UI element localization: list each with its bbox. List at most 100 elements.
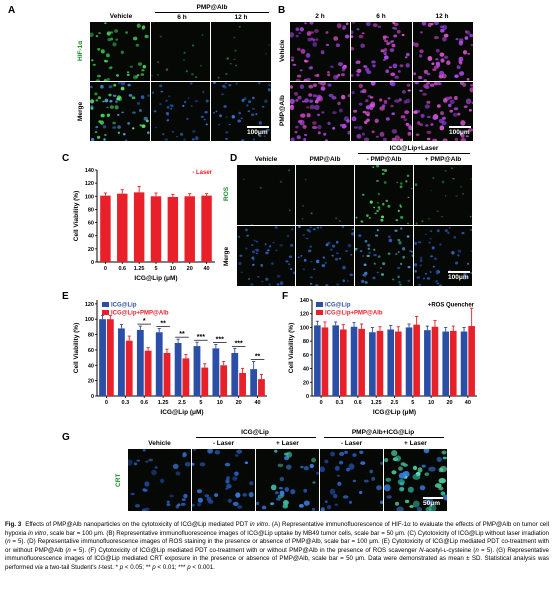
- bar-icglippmpalb-3: [163, 352, 171, 396]
- y-axis-label: Cell Viability (%): [288, 323, 295, 373]
- bar-icglip-8: [250, 369, 258, 396]
- panel-g-header-icg-minus: - Laser: [212, 440, 235, 447]
- panel-b-row-label-pmp: PMP@Alb: [279, 95, 286, 127]
- bar-icglip-3: [369, 332, 376, 396]
- bar-icglippmpalb-6: [220, 365, 228, 396]
- panel-b-tile-r2-c3: [412, 82, 473, 141]
- panel-b-header-6h: 6 h: [376, 13, 386, 20]
- panel-d-group-line: [358, 153, 470, 154]
- bar-icglippmpalb-0: [106, 319, 114, 396]
- bar-icglippmpalb-1: [340, 329, 347, 396]
- bar-icglip-0: [99, 319, 106, 396]
- legend-swatch-0: [102, 302, 109, 307]
- panel-a-header-vehicle: Vehicle: [109, 13, 133, 20]
- panel-d-tile-r1-c3: [355, 165, 413, 225]
- panel-d-tile-r2-c2: [296, 226, 354, 286]
- panel-b-tile-r1-c3: [412, 22, 473, 81]
- y-tick-label: 120: [85, 181, 94, 187]
- y-tick-label: 80: [88, 333, 94, 339]
- panel-label-a: A: [8, 5, 16, 16]
- legend-label-0: ICG@Lip: [325, 303, 351, 309]
- x-tick-label: 1.25: [371, 400, 382, 406]
- y-tick-label: 80: [88, 207, 94, 213]
- y-tick-label: 40: [303, 367, 309, 373]
- panel-b-header-2h: 2 h: [315, 13, 325, 20]
- bar-icglip-7: [231, 352, 239, 396]
- bar-icglip-2: [136, 329, 144, 396]
- y-axis-label: Cell Viability (%): [73, 191, 80, 241]
- y-axis-label: Cell Viability (%): [73, 323, 80, 373]
- bar-icglippmpalb-5: [201, 367, 209, 396]
- panel-d-header-minus-pmp: - PMP@Alb: [366, 156, 402, 163]
- bar-laser-1: [117, 193, 128, 262]
- panel-g-group-header-icg: ICG@Lip: [241, 429, 269, 436]
- x-tick-label: 20: [446, 400, 452, 406]
- x-tick-label: 40: [254, 400, 260, 406]
- x-tick-label: 2.5: [178, 400, 186, 406]
- x-tick-label: 0: [104, 266, 107, 272]
- x-tick-label: 10: [170, 266, 176, 272]
- bar-laser-3: [150, 196, 162, 262]
- panel-label-e: E: [62, 291, 69, 302]
- y-tick-label: 20: [88, 379, 94, 385]
- legend-swatch-0: [316, 302, 323, 307]
- x-tick-label: 10: [217, 400, 223, 406]
- x-tick-label: 2.5: [391, 400, 399, 406]
- bar-icglippmpalb-1: [125, 340, 133, 396]
- x-tick-label: 5: [411, 400, 414, 406]
- bar-icglippmpalb-7: [450, 330, 457, 396]
- panel-d-row-label-merge: Merge: [223, 246, 230, 266]
- significance-label: **: [255, 353, 261, 360]
- bar-icglippmpalb-6: [431, 326, 439, 396]
- y-tick-label: 60: [88, 348, 94, 354]
- panel-a-tile-r1-c1: [90, 22, 150, 81]
- figure-caption: Fig. 3 Effects of PMP@Alb nanoparticles …: [5, 521, 549, 571]
- bar-icglip-8: [460, 331, 468, 396]
- bar-icglip-3: [155, 332, 163, 396]
- significance-label: ***: [197, 334, 205, 341]
- bar-icglippmpalb-4: [395, 331, 402, 396]
- y-tick-label: 60: [88, 221, 94, 227]
- panel-b-image-grid: [290, 22, 473, 141]
- panel-d-tile-r2-c1: [237, 226, 295, 286]
- x-tick-label: 1.25: [134, 266, 145, 272]
- panel-g-image-grid: [128, 449, 447, 511]
- panel-b-row-label-vehicle: Vehicle: [279, 39, 286, 63]
- panel-b-header-12h: 12 h: [435, 13, 449, 20]
- panel-b-scale-bar: 100μm: [449, 126, 471, 136]
- x-axis-label: ICG@Lip (μM): [160, 409, 203, 416]
- bar-icglippmpalb-7: [239, 372, 246, 396]
- bar-icglip-2: [350, 326, 358, 396]
- x-axis-label: ICG@Lip (μM): [134, 275, 177, 282]
- bar-icglip-1: [332, 325, 339, 396]
- y-tick-label: 100: [300, 325, 309, 331]
- panel-d-row-label-ros: ROS: [223, 186, 230, 202]
- panel-b-tile-r1-c2: [351, 22, 412, 81]
- bar-icglip-7: [442, 331, 449, 396]
- panel-a-tile-r2-c1: [90, 82, 150, 141]
- panel-a-header-12h: 12 h: [234, 14, 248, 21]
- bar-icglip-6: [424, 330, 431, 396]
- bar-icglippmpalb-4: [182, 358, 190, 396]
- bar-laser-4: [167, 196, 179, 262]
- panel-a-group-header: PMP@Alb: [196, 4, 228, 11]
- bar-icglip-5: [405, 327, 413, 396]
- x-tick-label: 20: [236, 400, 242, 406]
- x-tick-label: 5: [199, 400, 202, 406]
- panel-d-tile-r2-c3: [355, 226, 413, 286]
- x-tick-label: 0.3: [122, 400, 130, 406]
- y-tick-label: 120: [85, 302, 94, 308]
- panel-d-header-plus-pmp: + PMP@Alb: [424, 156, 462, 163]
- significance-label: **: [179, 331, 185, 338]
- panel-label-g: G: [62, 432, 70, 443]
- bar-icglip-4: [387, 329, 394, 396]
- significance-label: ***: [235, 340, 243, 347]
- panel-a-image-grid: [90, 22, 271, 141]
- panel-d-tile-r2-c4: [414, 226, 472, 286]
- panel-g-group-header-pmp: PMP@Alb+ICG@Lip: [351, 429, 415, 436]
- x-tick-label: 0.6: [354, 400, 362, 406]
- legend-swatch-1: [102, 310, 109, 315]
- panel-a-tile-r2-c3: [211, 82, 271, 141]
- panel-g-scale-bar: 50μm: [423, 497, 443, 507]
- x-tick-label: 0.6: [118, 266, 126, 272]
